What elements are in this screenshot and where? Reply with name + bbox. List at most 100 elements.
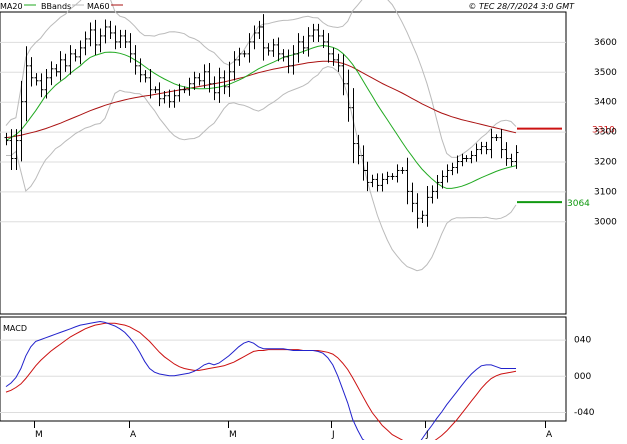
ohlc-bar xyxy=(410,182,415,213)
ohlc-bar xyxy=(197,73,202,86)
ohlc-bar xyxy=(227,61,232,97)
ohlc-bar xyxy=(450,162,455,176)
ohlc-bar xyxy=(420,210,425,224)
ohlc-bar xyxy=(157,82,162,107)
price-tick-label: 3200 xyxy=(594,158,617,168)
macd-panel-frame xyxy=(0,316,567,422)
ohlc-bar xyxy=(98,28,103,53)
price-tick-label: 3400 xyxy=(594,98,617,108)
ohlc-bar xyxy=(4,132,9,146)
ohlc-bar xyxy=(291,45,296,75)
ohlc-bar xyxy=(361,145,366,181)
ohlc-bar xyxy=(257,20,262,39)
chart-legend: MA20 BBands MA60 xyxy=(0,2,123,11)
ohlc-bar xyxy=(479,141,484,155)
ohlc-bar xyxy=(346,69,351,122)
ohlc-bar xyxy=(276,37,281,62)
price-tick-label: 3100 xyxy=(594,187,617,197)
ohlc-bar xyxy=(162,91,167,104)
copyright-text: © TEC 28/7/2024 3:0 GMT xyxy=(468,2,575,11)
ohlc-bar xyxy=(177,83,182,102)
ohlc-bar xyxy=(301,35,306,54)
ohlc-bar xyxy=(445,164,450,183)
macd-axis-labels: 040 000 -040 xyxy=(574,336,595,418)
macd-tick-label: 000 xyxy=(574,372,591,382)
bband-upper-line xyxy=(5,0,517,158)
ma60-line xyxy=(5,60,517,139)
ohlc-bar xyxy=(326,33,331,63)
ohlc-bar xyxy=(123,29,128,48)
ohlc-bar xyxy=(138,58,143,83)
ohlc-bar xyxy=(464,155,469,162)
ohlc-bars xyxy=(4,14,519,229)
ohlc-bar xyxy=(484,141,489,155)
legend-ma60-label: MA60 xyxy=(87,2,110,11)
ohlc-bar xyxy=(331,47,336,66)
ohlc-bar xyxy=(78,40,83,65)
price-tick-label: 3500 xyxy=(594,68,617,78)
ohlc-bar xyxy=(93,19,98,55)
ohlc-bar xyxy=(143,70,148,83)
ohlc-bar xyxy=(232,51,237,81)
ohlc-bar xyxy=(494,134,499,141)
ohlc-bar xyxy=(400,167,405,174)
ohlc-bar xyxy=(509,153,514,167)
ohlc-bar xyxy=(202,64,207,89)
ohlc-bar xyxy=(83,31,88,56)
ohlc-bar xyxy=(311,23,316,42)
macd-tick-label: 040 xyxy=(574,336,591,346)
bband-lower-line xyxy=(6,65,517,272)
legend-ma20-label: MA20 xyxy=(0,2,23,11)
ohlc-bar xyxy=(395,164,400,183)
ohlc-bar xyxy=(29,57,34,87)
ohlc-bar xyxy=(336,53,341,72)
price-tick-label: 3600 xyxy=(594,38,617,48)
ma20-line xyxy=(5,44,517,189)
ohlc-bar xyxy=(430,185,435,204)
ohlc-bar xyxy=(9,129,14,170)
ohlc-bar xyxy=(63,53,68,72)
ohlc-bar xyxy=(24,46,29,122)
ohlc-bar xyxy=(247,33,252,63)
x-tick-label: M xyxy=(35,430,43,440)
ohlc-bar xyxy=(88,22,93,47)
ohlc-bar xyxy=(281,49,286,62)
ohlc-bar xyxy=(455,155,460,174)
macd-title: MACD xyxy=(3,324,27,333)
ohlc-bar xyxy=(316,23,321,42)
ohlc-bar xyxy=(469,150,474,164)
ohlc-bar xyxy=(365,161,370,192)
x-tick-label: J xyxy=(331,430,335,440)
ohlc-bar xyxy=(504,142,509,166)
x-tick-label: J xyxy=(425,430,429,440)
ohlc-bar xyxy=(222,70,227,95)
ohlc-bar xyxy=(405,157,410,205)
ohlc-bar xyxy=(356,134,361,165)
ohlc-bar xyxy=(133,45,138,75)
ohlc-bar xyxy=(321,29,326,48)
ohlc-bar xyxy=(212,76,217,101)
ohlc-bar xyxy=(435,175,440,199)
ohlc-bar xyxy=(113,25,118,50)
price-tick-label: 3300 xyxy=(594,128,617,138)
ohlc-bar xyxy=(266,43,271,56)
ohlc-bar xyxy=(39,73,44,98)
ohlc-bar xyxy=(474,143,479,162)
price-axis-labels: 3000 3100 3200 3300 3400 3500 3600 xyxy=(594,38,617,227)
ohlc-bar xyxy=(415,193,420,229)
ohlc-bar xyxy=(44,69,49,99)
ohlc-bar xyxy=(370,174,375,188)
ohlc-bar xyxy=(192,71,197,90)
ohlc-bar xyxy=(390,173,395,180)
ohlc-bar xyxy=(375,173,380,192)
ohlc-bar xyxy=(440,170,445,189)
legend-bbands-label: BBands xyxy=(41,2,71,11)
ohlc-bar xyxy=(341,54,346,96)
ohlc-bar xyxy=(460,153,465,167)
ohlc-bar xyxy=(187,77,192,96)
ohlc-bar xyxy=(271,38,276,57)
x-tick-label: M xyxy=(229,430,237,440)
ohlc-bar xyxy=(514,145,519,169)
ohlc-bar xyxy=(385,171,390,185)
